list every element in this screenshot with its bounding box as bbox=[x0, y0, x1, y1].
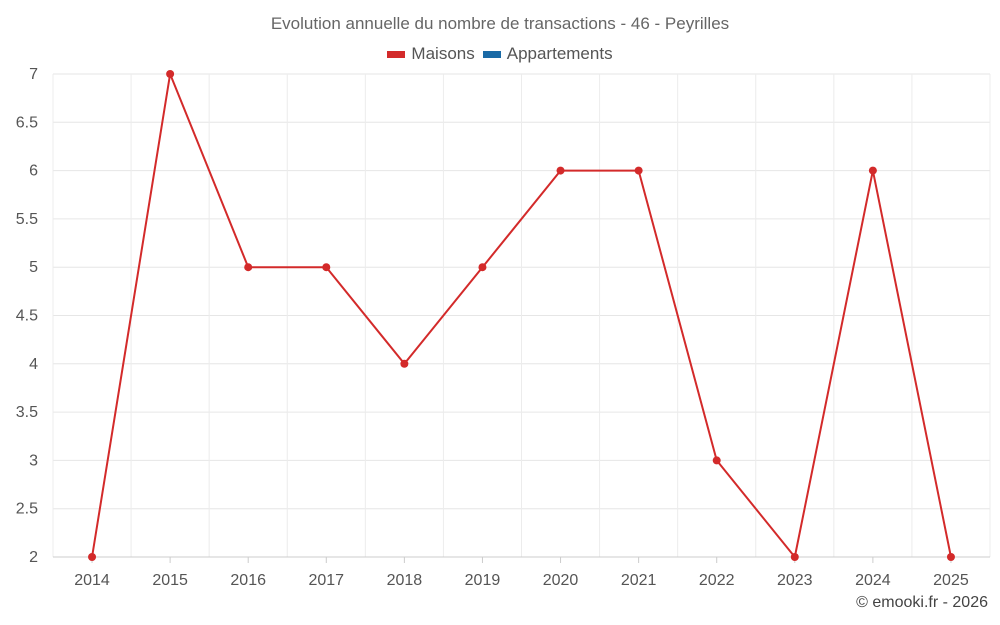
x-tick-label: 2019 bbox=[465, 572, 501, 589]
y-tick-label: 2.5 bbox=[16, 501, 38, 518]
y-tick-label: 7 bbox=[29, 66, 38, 83]
data-point-maisons bbox=[712, 456, 721, 465]
y-tick-label: 6 bbox=[29, 163, 38, 180]
y-tick-label: 6.5 bbox=[16, 114, 38, 131]
x-tick-label: 2018 bbox=[387, 572, 423, 589]
y-tick-label: 4.5 bbox=[16, 308, 38, 325]
data-point-maisons bbox=[88, 553, 97, 561]
legend-label-appartements: Appartements bbox=[506, 44, 613, 63]
legend-label-maisons: Maisons bbox=[411, 44, 475, 63]
data-point-maisons bbox=[556, 166, 565, 175]
data-point-maisons bbox=[400, 359, 409, 368]
x-tick-label: 2024 bbox=[855, 572, 891, 589]
series-line-maisons bbox=[91, 73, 952, 558]
y-tick-label: 2 bbox=[29, 549, 38, 566]
data-point-maisons bbox=[322, 263, 331, 272]
y-tick-label: 3.5 bbox=[16, 404, 38, 421]
legend-swatch-maisons bbox=[387, 50, 406, 58]
x-tick-label: 2025 bbox=[933, 572, 969, 589]
y-tick-label: 5 bbox=[29, 259, 38, 276]
credit-text: © emooki.fr - 2026 bbox=[856, 594, 988, 611]
x-tick-label: 2021 bbox=[621, 572, 657, 589]
legend: Maisons Appartements bbox=[0, 44, 1000, 64]
chart-title: Evolution annuelle du nombre de transact… bbox=[270, 14, 730, 33]
legend-item-maisons[interactable]: Maisons bbox=[387, 44, 475, 64]
legend-item-appartements[interactable]: Appartements bbox=[482, 44, 613, 64]
data-point-maisons bbox=[478, 263, 487, 272]
x-tick-label: 2023 bbox=[777, 572, 813, 589]
x-tick-label: 2022 bbox=[699, 572, 735, 589]
x-tick-label: 2017 bbox=[308, 572, 344, 589]
data-point-maisons bbox=[868, 166, 877, 175]
y-tick-label: 4 bbox=[29, 356, 38, 373]
x-tick-label: 2015 bbox=[152, 572, 188, 589]
y-tick-label: 3 bbox=[29, 452, 38, 469]
data-point-maisons bbox=[244, 263, 253, 272]
x-tick-label: 2016 bbox=[230, 572, 266, 589]
y-tick-label: 5.5 bbox=[16, 211, 38, 228]
x-tick-label: 2014 bbox=[74, 572, 110, 589]
data-point-maisons bbox=[634, 166, 643, 175]
legend-swatch-appartements bbox=[482, 50, 501, 58]
data-point-maisons bbox=[166, 70, 175, 78]
data-point-maisons bbox=[946, 553, 955, 561]
data-point-maisons bbox=[790, 553, 799, 561]
x-tick-label: 2020 bbox=[543, 572, 579, 589]
